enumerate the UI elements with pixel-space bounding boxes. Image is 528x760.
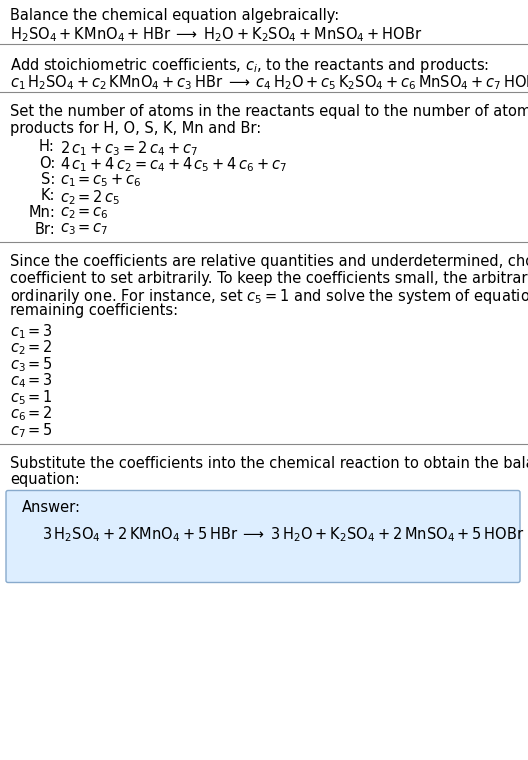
- Text: Substitute the coefficients into the chemical reaction to obtain the balanced: Substitute the coefficients into the che…: [10, 455, 528, 470]
- FancyBboxPatch shape: [6, 490, 520, 582]
- Text: $c_2 = c_6$: $c_2 = c_6$: [60, 205, 109, 220]
- Text: $c_1 = 3$: $c_1 = 3$: [10, 322, 53, 340]
- Text: Set the number of atoms in the reactants equal to the number of atoms in the: Set the number of atoms in the reactants…: [10, 104, 528, 119]
- Text: $c_3 = 5$: $c_3 = 5$: [10, 355, 53, 374]
- Text: remaining coefficients:: remaining coefficients:: [10, 303, 178, 318]
- Text: $c_1 = c_5 + c_6$: $c_1 = c_5 + c_6$: [60, 172, 142, 188]
- Text: H:: H:: [39, 139, 55, 154]
- Text: ordinarily one. For instance, set $c_5 = 1$ and solve the system of equations fo: ordinarily one. For instance, set $c_5 =…: [10, 287, 528, 306]
- Text: Add stoichiometric coefficients, $c_i$, to the reactants and products:: Add stoichiometric coefficients, $c_i$, …: [10, 56, 489, 75]
- Text: $c_3 = c_7$: $c_3 = c_7$: [60, 221, 109, 237]
- Text: $c_5 = 1$: $c_5 = 1$: [10, 388, 53, 407]
- Text: equation:: equation:: [10, 472, 80, 487]
- Text: $2\,c_1 + c_3 = 2\,c_4 + c_7$: $2\,c_1 + c_3 = 2\,c_4 + c_7$: [60, 139, 198, 158]
- Text: $c_2 = 2$: $c_2 = 2$: [10, 338, 53, 357]
- Text: K:: K:: [41, 188, 55, 204]
- Text: $c_1\,\mathrm{H_2SO_4} + c_2\,\mathrm{KMnO_4} + c_3\,\mathrm{HBr}$$\;\longrighta: $c_1\,\mathrm{H_2SO_4} + c_2\,\mathrm{KM…: [10, 74, 528, 92]
- Text: O:: O:: [39, 156, 55, 170]
- Text: $c_2 = 2\,c_5$: $c_2 = 2\,c_5$: [60, 188, 120, 207]
- Text: products for H, O, S, K, Mn and Br:: products for H, O, S, K, Mn and Br:: [10, 121, 261, 135]
- Text: S:: S:: [41, 172, 55, 187]
- Text: Answer:: Answer:: [22, 501, 81, 515]
- Text: $c_6 = 2$: $c_6 = 2$: [10, 404, 53, 423]
- Text: $c_7 = 5$: $c_7 = 5$: [10, 421, 53, 440]
- Text: Mn:: Mn:: [28, 205, 55, 220]
- Text: $c_4 = 3$: $c_4 = 3$: [10, 372, 53, 390]
- Text: Balance the chemical equation algebraically:: Balance the chemical equation algebraica…: [10, 8, 340, 23]
- Text: $\mathrm{H_2SO_4 + KMnO_4 + HBr}$$\;\longrightarrow\;$$\mathrm{H_2O + K_2SO_4 + : $\mathrm{H_2SO_4 + KMnO_4 + HBr}$$\;\lon…: [10, 26, 422, 44]
- Text: coefficient to set arbitrarily. To keep the coefficients small, the arbitrary va: coefficient to set arbitrarily. To keep …: [10, 271, 528, 286]
- Text: Br:: Br:: [34, 221, 55, 236]
- Text: Since the coefficients are relative quantities and underdetermined, choose a: Since the coefficients are relative quan…: [10, 254, 528, 269]
- Text: $3\,\mathrm{H_2SO_4} + 2\,\mathrm{KMnO_4} + 5\,\mathrm{HBr}$$\;\longrightarrow\;: $3\,\mathrm{H_2SO_4} + 2\,\mathrm{KMnO_4…: [42, 525, 524, 543]
- Text: $4\,c_1 + 4\,c_2 = c_4 + 4\,c_5 + 4\,c_6 + c_7$: $4\,c_1 + 4\,c_2 = c_4 + 4\,c_5 + 4\,c_6…: [60, 156, 287, 174]
